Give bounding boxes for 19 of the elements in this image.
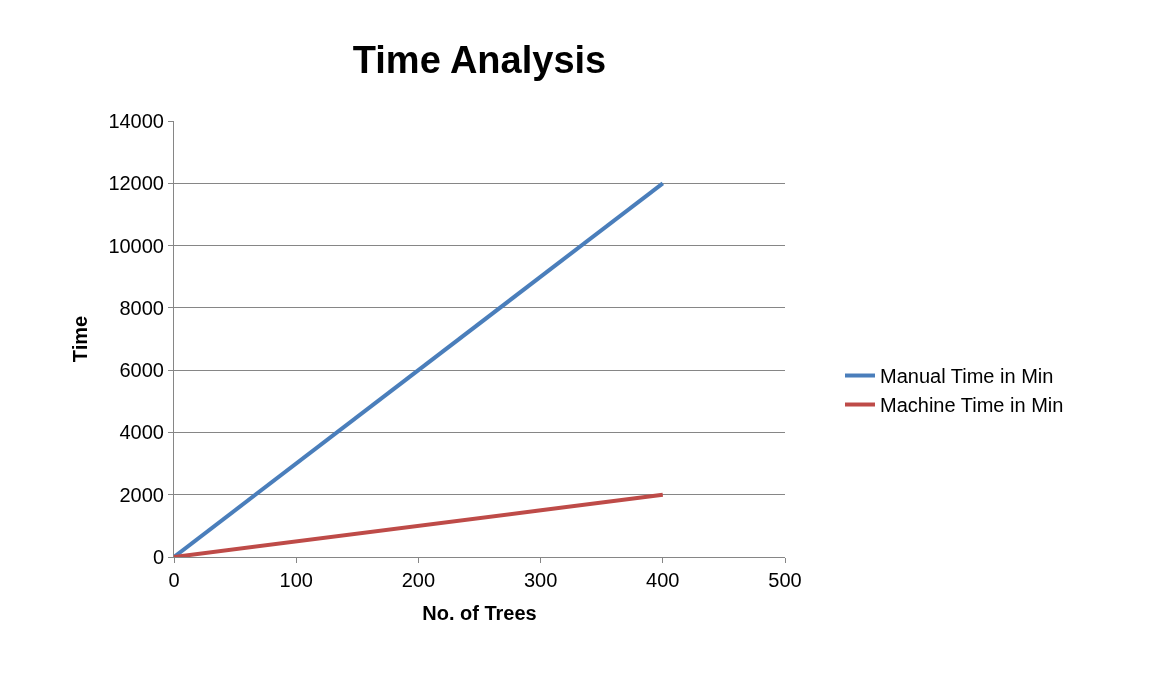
legend-label: Machine Time in Min	[879, 394, 1064, 417]
x-tick-label: 400	[646, 569, 680, 591]
x-tick-label: 200	[401, 569, 436, 591]
chart-title: Time Analysis	[352, 39, 607, 82]
y-tick-label: 10000	[108, 234, 164, 257]
y-tick-label: 12000	[108, 172, 164, 195]
x-tick-label: 500	[768, 569, 802, 591]
x-tick-label: 0	[168, 569, 180, 591]
x-axis-title: No. of Trees	[422, 601, 537, 624]
legend-label: Manual Time in Min	[879, 365, 1054, 388]
y-tick-label: 0	[152, 546, 164, 568]
y-tick-label: 4000	[119, 421, 164, 444]
y-axis-title: Time	[68, 315, 91, 363]
y-tick-label: 2000	[119, 483, 164, 506]
x-tick-label: 100	[279, 569, 313, 591]
y-tick-label: 8000	[119, 296, 164, 319]
y-tick-label: 6000	[119, 359, 164, 382]
x-tick-label: 300	[523, 569, 558, 591]
y-tick-label: 14000	[108, 110, 164, 132]
